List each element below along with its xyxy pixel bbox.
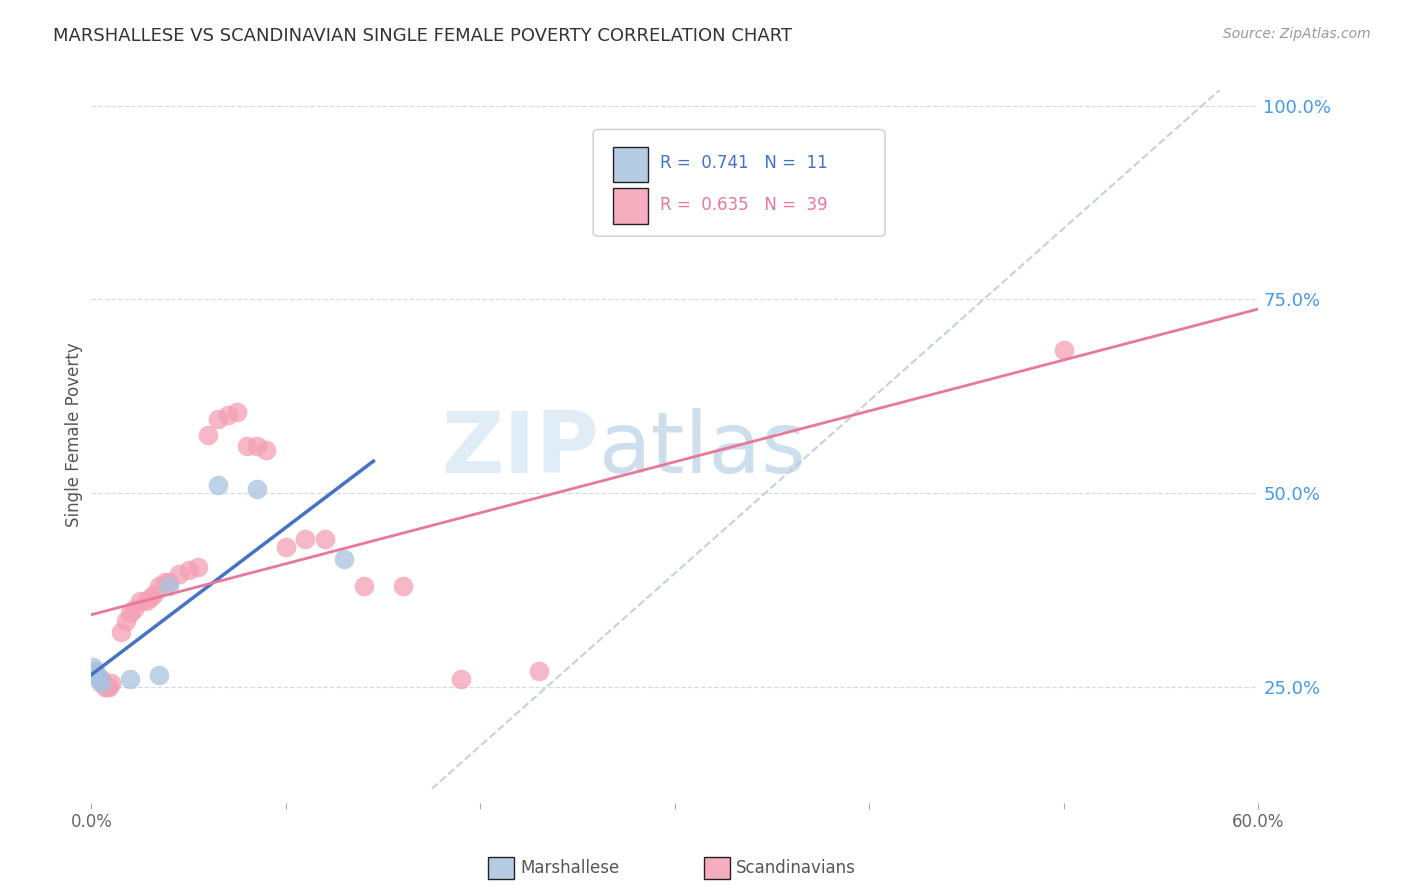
- Point: [246, 482, 269, 496]
- Point: [236, 440, 259, 454]
- Text: Marshallese: Marshallese: [520, 859, 620, 877]
- Point: [100, 675, 122, 690]
- Text: MARSHALLESE VS SCANDINAVIAN SINGLE FEMALE POVERTY CORRELATION CHART: MARSHALLESE VS SCANDINAVIAN SINGLE FEMAL…: [53, 27, 793, 45]
- Point: [314, 533, 336, 547]
- Text: R =  0.741   N =  11: R = 0.741 N = 11: [659, 154, 828, 172]
- FancyBboxPatch shape: [704, 856, 730, 879]
- Point: [353, 579, 375, 593]
- Point: [94, 680, 117, 694]
- Point: [115, 614, 138, 628]
- Point: [207, 412, 229, 426]
- Point: [89, 672, 111, 686]
- Point: [157, 579, 180, 593]
- Point: [294, 533, 316, 547]
- Point: [90, 672, 112, 686]
- Point: [135, 594, 157, 608]
- Point: [82, 660, 104, 674]
- Point: [177, 563, 200, 577]
- Text: atlas: atlas: [599, 408, 807, 491]
- Point: [91, 675, 114, 690]
- Point: [527, 664, 550, 678]
- Point: [226, 404, 249, 418]
- Text: R =  0.635   N =  39: R = 0.635 N = 39: [659, 195, 827, 213]
- FancyBboxPatch shape: [488, 856, 513, 879]
- Text: ZIP: ZIP: [441, 408, 599, 491]
- Point: [84, 668, 107, 682]
- FancyBboxPatch shape: [613, 188, 648, 224]
- Point: [96, 680, 118, 694]
- Point: [110, 625, 132, 640]
- Point: [391, 579, 413, 593]
- Point: [84, 664, 107, 678]
- Point: [89, 672, 111, 686]
- Text: Scandinavians: Scandinavians: [735, 859, 855, 877]
- Y-axis label: Single Female Poverty: Single Female Poverty: [65, 343, 83, 527]
- Point: [86, 668, 108, 682]
- Point: [450, 672, 472, 686]
- Point: [148, 579, 170, 593]
- Text: Source: ZipAtlas.com: Source: ZipAtlas.com: [1223, 27, 1371, 41]
- Point: [155, 575, 177, 590]
- Point: [97, 680, 120, 694]
- Point: [1053, 343, 1076, 357]
- Point: [207, 478, 229, 492]
- Point: [217, 409, 239, 423]
- Point: [148, 668, 170, 682]
- Point: [82, 664, 104, 678]
- Point: [90, 675, 112, 690]
- Point: [167, 567, 190, 582]
- Point: [120, 672, 142, 686]
- Point: [197, 428, 219, 442]
- Point: [86, 668, 108, 682]
- Point: [120, 606, 142, 620]
- Point: [138, 591, 162, 605]
- Point: [157, 575, 180, 590]
- Point: [274, 540, 297, 554]
- FancyBboxPatch shape: [613, 147, 648, 183]
- Point: [122, 602, 145, 616]
- Point: [256, 443, 278, 458]
- Point: [187, 559, 209, 574]
- Point: [246, 440, 269, 454]
- Point: [129, 594, 152, 608]
- Point: [333, 551, 356, 566]
- Point: [142, 587, 165, 601]
- FancyBboxPatch shape: [593, 129, 884, 236]
